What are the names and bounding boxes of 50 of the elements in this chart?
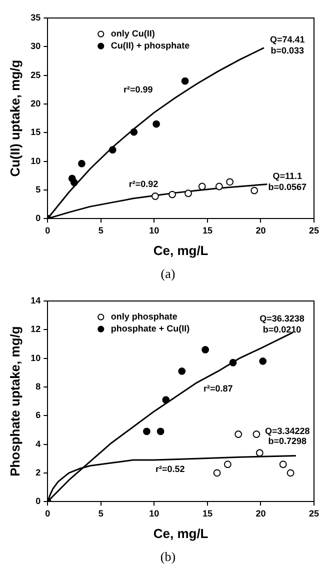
annotation: b=0.0567 — [268, 182, 306, 192]
x-tick-label: 20 — [256, 508, 266, 518]
y-axis-title: Phosphate uptake, mg/g — [7, 326, 22, 476]
y-tick-label: 4 — [36, 438, 41, 449]
y-tick-label: 25 — [30, 70, 41, 80]
y-tick-label: 0 — [36, 213, 41, 224]
x-axis-title: Ce, mg/L — [153, 242, 208, 258]
annotation: r²=0.92 — [128, 178, 158, 189]
x-tick-label: 10 — [149, 225, 160, 236]
x-tick-label: 5 — [98, 225, 104, 236]
y-tick-label: 5 — [36, 184, 41, 194]
y-tick-label: 10 — [30, 352, 41, 363]
annotation: Q=3.34228 — [264, 426, 310, 436]
x-tick-label: 20 — [256, 225, 266, 236]
x-tick-label: 15 — [202, 225, 212, 236]
annotation: r²=0.87 — [203, 384, 233, 394]
y-tick-label: 0 — [36, 496, 41, 506]
annotation: b=0.0210 — [262, 324, 302, 335]
y-tick-label: 8 — [36, 381, 41, 392]
y-tick-label: 15 — [30, 127, 41, 138]
x-tick-label: 15 — [202, 508, 212, 518]
legend-label: Cu(II) + phosphate — [110, 40, 190, 51]
y-tick-label: 14 — [30, 295, 41, 306]
x-tick-label: 10 — [149, 508, 160, 518]
y-tick-label: 20 — [30, 98, 41, 108]
x-tick-label: 25 — [308, 225, 320, 236]
annotation: r²=0.52 — [156, 464, 185, 474]
y-tick-label: 35 — [30, 12, 41, 22]
legend-label: only phosphate — [110, 312, 178, 322]
annotation: Q=74.41 — [270, 34, 305, 45]
text: (b) — [159, 548, 177, 566]
y-tick-label: 2 — [36, 467, 41, 478]
annotation: b=0.7298 — [268, 436, 306, 446]
x-tick-label: 0 — [45, 225, 50, 236]
x-tick-label: 5 — [98, 508, 104, 518]
x-tick-label: 0 — [45, 508, 50, 518]
x-tick-label: 25 — [308, 508, 320, 518]
y-tick-label: 6 — [36, 410, 41, 420]
y-tick-label: 12 — [30, 324, 41, 334]
annotation: Q=36.3238 — [260, 314, 304, 324]
x-axis-title: Ce, mg/L — [153, 526, 208, 541]
y-tick-label: 30 — [30, 41, 41, 52]
y-axis-title: Cu(II) uptake, mg/g — [7, 60, 22, 177]
legend-label: phosphate + Cu(II) — [110, 324, 190, 334]
annotation: Q=11.1 — [272, 170, 302, 181]
annotation: r²=0.99 — [124, 84, 153, 95]
annotation: b=0.033 — [270, 46, 304, 56]
y-tick-label: 10 — [30, 156, 41, 166]
legend-label: only Cu(II) — [110, 28, 155, 39]
text: (a) — [160, 265, 176, 283]
